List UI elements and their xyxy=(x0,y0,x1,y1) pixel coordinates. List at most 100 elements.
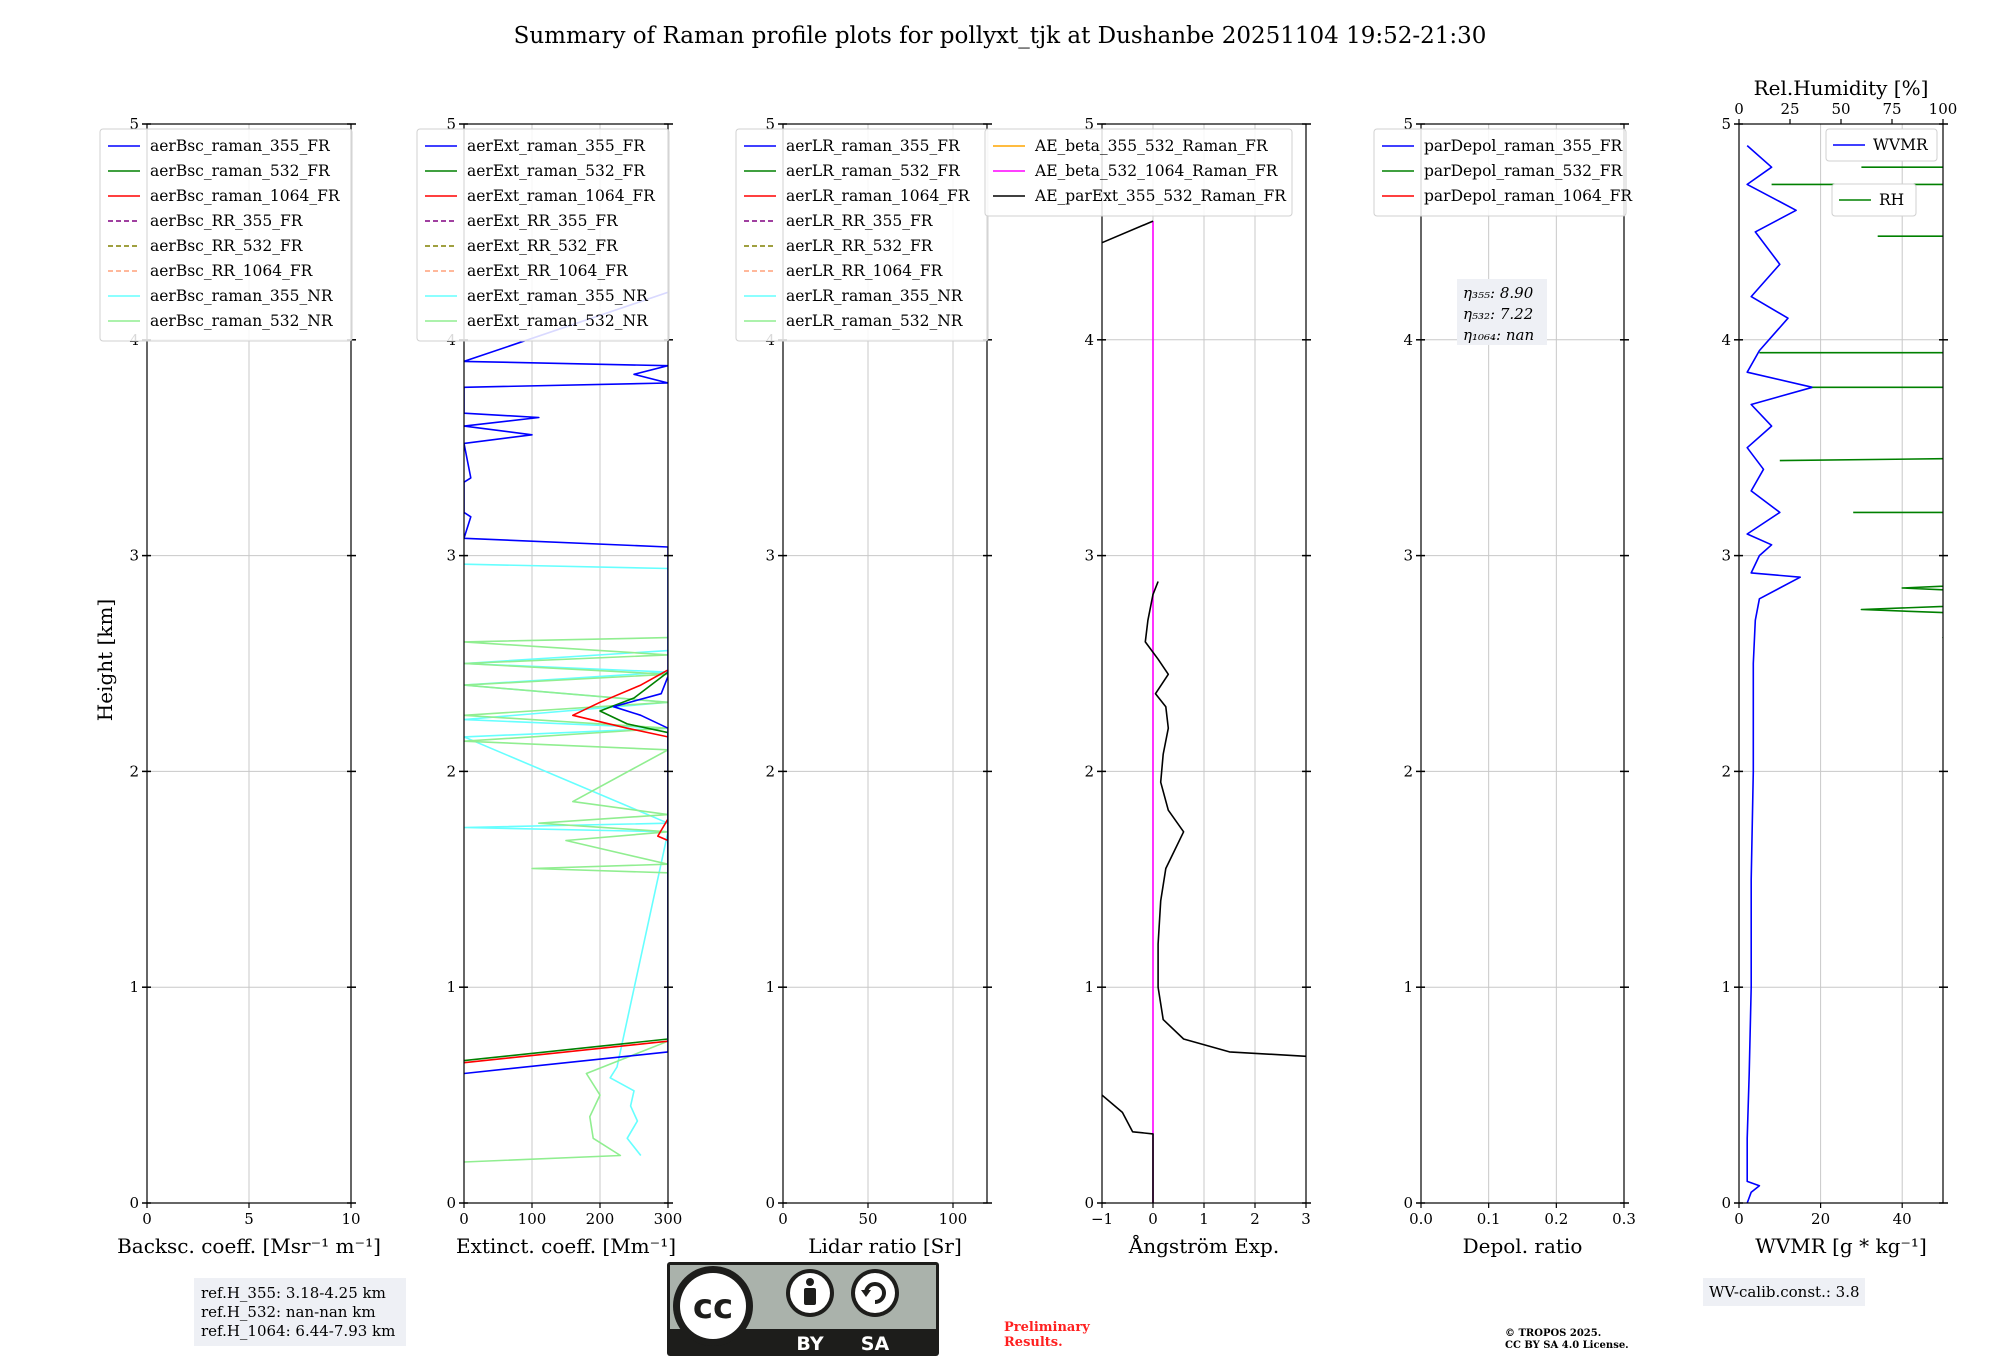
xtick-label-2-2: 100 xyxy=(939,1210,968,1228)
legend-rh: RH xyxy=(1831,183,1917,217)
by-person-body-icon xyxy=(804,1288,816,1305)
figure-title: Summary of Raman profile plots for polly… xyxy=(514,23,1487,49)
legend-wvmr-box xyxy=(1825,128,1938,162)
legend-label-0-0: aerBsc_raman_355_FR xyxy=(150,137,331,155)
legend-label-2-5: aerLR_RR_1064_FR xyxy=(786,262,944,280)
xtick-label-2-1: 50 xyxy=(858,1210,877,1228)
legend-box-3 xyxy=(984,128,1293,217)
legend-wvmr: WVMR xyxy=(1825,128,1938,162)
depol-annotation-bg xyxy=(1457,279,1547,345)
legend-label-2-4: aerLR_RR_532_FR xyxy=(786,237,934,255)
xtick-label-3-0: −1 xyxy=(1091,1210,1113,1228)
ytick-label-3-4: 4 xyxy=(1084,331,1094,349)
top-xtick-label-4: 100 xyxy=(1929,100,1958,118)
panels-group: 0123450510Backsc. coeff. [Msr⁻¹ m⁻¹]aerB… xyxy=(99,76,2000,1258)
ytick-label-2-2: 2 xyxy=(765,762,775,780)
preliminary-line-2: Results. xyxy=(1004,1335,1063,1350)
legend-label-0-2: aerBsc_raman_1064_FR xyxy=(150,187,341,205)
legend-label-0-7: aerBsc_raman_532_NR xyxy=(150,312,334,330)
plot-frame-5 xyxy=(1738,123,1944,1204)
legend-box-0 xyxy=(99,128,353,342)
legend-label-1-3: aerExt_RR_355_FR xyxy=(467,212,619,230)
top-xtick-label-0: 0 xyxy=(1734,100,1744,118)
xtick-label-0-2: 10 xyxy=(341,1210,360,1228)
legend-label-3-1: AE_beta_532_1064_Raman_FR xyxy=(1034,162,1279,180)
series-group-1 xyxy=(464,291,668,1163)
series-line-3-3 xyxy=(1102,220,1154,244)
legend-label-4-1: parDepol_raman_532_FR xyxy=(1424,162,1624,180)
xtick-label-3-3: 2 xyxy=(1250,1210,1260,1228)
x-axis-label-2: Lidar ratio [Sr] xyxy=(808,1234,962,1258)
ytick-label-3-0: 0 xyxy=(1084,1194,1094,1212)
legend-label-2-3: aerLR_RR_355_FR xyxy=(786,212,934,230)
ytick-label-2-5: 5 xyxy=(765,115,775,133)
ytick-label-4-2: 2 xyxy=(1403,762,1413,780)
xtick-label-2-0: 0 xyxy=(778,1210,788,1228)
series-line-1-2 xyxy=(464,669,668,1064)
xtick-label-5-1: 20 xyxy=(1811,1210,1830,1228)
ytick-label-0-5: 5 xyxy=(129,115,139,133)
ytick-label-4-1: 1 xyxy=(1403,978,1413,996)
legend-1: aerExt_raman_355_FR aerExt_raman_532_FRae… xyxy=(416,128,670,342)
panel-2: 012345050100Lidar ratio [Sr]aerLR_raman_… xyxy=(735,115,992,1258)
ytick-label-5-3: 3 xyxy=(1721,547,1731,565)
xtick-label-3-4: 3 xyxy=(1301,1210,1311,1228)
ytick-label-5-5: 5 xyxy=(1721,115,1731,133)
legend-label-0-3: aerBsc_RR_355_FR xyxy=(150,212,304,230)
x-axis-label-3: Ångström Exp. xyxy=(1128,1233,1279,1258)
sa-arrowhead-icon xyxy=(861,1290,871,1297)
ytick-label-2-1: 1 xyxy=(765,978,775,996)
xtick-label-0-1: 5 xyxy=(244,1210,254,1228)
legend-label-2-0: aerLR_raman_355_FR xyxy=(786,137,961,155)
plot-frame-2 xyxy=(782,123,988,1204)
legend-label-2-2: aerLR_raman_1064_FR xyxy=(786,187,971,205)
depol-eta-0: η₃₅₅: 8.90 xyxy=(1463,284,1534,302)
by-label: BY xyxy=(796,1333,823,1355)
xtick-label-3-2: 1 xyxy=(1199,1210,1209,1228)
wv-calib-bg xyxy=(1703,1278,1865,1306)
sa-label: SA xyxy=(861,1333,890,1355)
legend-2: aerLR_raman_355_FR aerLR_raman_532_FR aerL… xyxy=(735,128,989,342)
panel-0: 0123450510Backsc. coeff. [Msr⁻¹ m⁻¹]aerB… xyxy=(99,115,381,1258)
ytick-label-3-5: 5 xyxy=(1084,115,1094,133)
legend-box-2 xyxy=(735,128,989,342)
ytick-label-2-0: 0 xyxy=(765,1194,775,1212)
ytick-label-5-4: 4 xyxy=(1721,331,1731,349)
series-line-5-0 xyxy=(1746,145,1814,1203)
ytick-label-1-1: 1 xyxy=(446,978,456,996)
legend-label-1-2: aerExt_raman_1064_FR xyxy=(467,187,656,205)
series-line-5-6 xyxy=(1984,370,2000,374)
series-line-3-1 xyxy=(1102,1094,1154,1203)
ytick-label-4-0: 0 xyxy=(1403,1194,1413,1212)
ref-height-box: ref.H_355: 3.18-4.25 km ref.H_532: nan-n… xyxy=(194,1278,406,1346)
ref-height-box-bg xyxy=(194,1278,406,1346)
xtick-label-4-0: 0.0 xyxy=(1409,1210,1433,1228)
legend-rh-box xyxy=(1831,183,1917,217)
wv-calib-text: WV-calib.const.: 3.8 xyxy=(1709,1283,1860,1301)
xtick-label-4-3: 0.3 xyxy=(1612,1210,1636,1228)
series-line-3-2 xyxy=(1144,581,1306,1058)
legend-label-1-4: aerExt_RR_532_FR xyxy=(467,237,619,255)
copyright-line-2: CC BY SA 4.0 License. xyxy=(1505,1340,1629,1351)
panel-4: 0 1 2 3 4 5 0.0 0.1 0.2 0.3 Depol. ratio parDepol_r… xyxy=(1373,115,1636,1258)
ytick-label-4-4: 4 xyxy=(1403,331,1413,349)
ytick-label-2-3: 3 xyxy=(765,547,775,565)
legend-label-4-0: parDepol_raman_355_FR xyxy=(1424,137,1624,155)
ytick-label-0-1: 1 xyxy=(129,978,139,996)
copyright-line-1: © TROPOS 2025. xyxy=(1505,1328,1601,1339)
ytick-label-5-0: 0 xyxy=(1721,1194,1731,1212)
x-axis-label-4: Depol. ratio xyxy=(1463,1234,1583,1258)
legend-box-4 xyxy=(1373,128,1627,217)
x-axis-label-5: WVMR [g * kg⁻¹] xyxy=(1755,1234,1927,1258)
legend-label-1-0: aerExt_raman_355_FR xyxy=(467,137,646,155)
ytick-label-0-3: 3 xyxy=(129,547,139,565)
xtick-label-4-2: 0.2 xyxy=(1544,1210,1568,1228)
top-xtick-label-2: 50 xyxy=(1831,100,1850,118)
sa-icon-bg xyxy=(855,1273,895,1313)
depol-eta-1: η₅₃₂: 7.22 xyxy=(1463,305,1533,323)
xtick-label-4-1: 0.1 xyxy=(1477,1210,1501,1228)
top-xtick-label-1: 25 xyxy=(1780,100,1799,118)
